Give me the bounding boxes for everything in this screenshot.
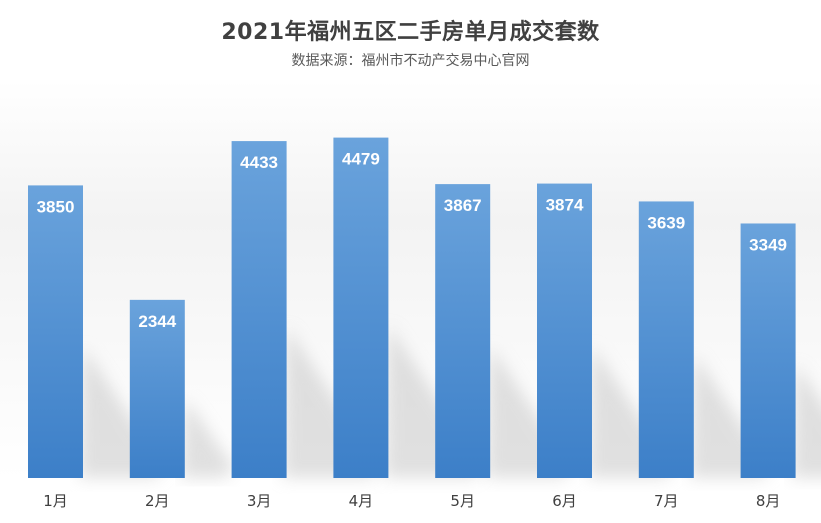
bar xyxy=(28,185,83,478)
bar xyxy=(333,137,389,478)
bar-shadow xyxy=(180,397,235,478)
chart-title: 2021年福州五区二手房单月成交套数 xyxy=(221,20,600,45)
bar xyxy=(129,299,185,478)
data-label: 3874 xyxy=(546,196,584,215)
bar xyxy=(435,184,491,478)
data-label: 4479 xyxy=(342,150,380,169)
bar-shadow xyxy=(791,363,821,478)
bar xyxy=(638,201,694,478)
data-label: 3349 xyxy=(749,235,787,254)
x-tick-label: 1月 xyxy=(43,492,68,510)
x-tick-label: 3月 xyxy=(247,492,272,510)
data-label: 2344 xyxy=(138,312,176,331)
data-label: 3850 xyxy=(37,197,75,216)
data-label: 4433 xyxy=(240,153,278,172)
bar xyxy=(537,183,592,479)
chart-subtitle: 数据来源：福州市不动产交易中心官网 xyxy=(291,53,530,69)
x-tick-label: 4月 xyxy=(349,492,374,510)
bar xyxy=(231,141,287,479)
x-tick-label: 5月 xyxy=(450,492,475,510)
x-tick-label: 8月 xyxy=(756,492,781,510)
x-tick-label: 6月 xyxy=(552,492,577,510)
data-label: 3639 xyxy=(647,213,685,232)
data-label: 3867 xyxy=(444,196,482,215)
bar xyxy=(740,223,796,478)
x-tick-label: 2月 xyxy=(145,492,170,510)
x-tick-label: 7月 xyxy=(654,492,679,510)
